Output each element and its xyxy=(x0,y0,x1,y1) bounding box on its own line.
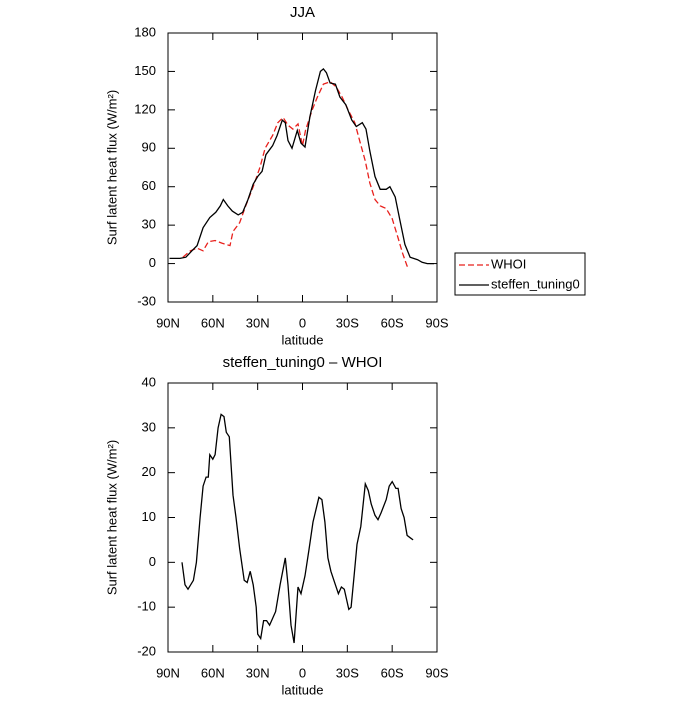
x-tick-label: 30N xyxy=(246,665,270,680)
x-tick-label: 30S xyxy=(336,315,359,330)
legend-box xyxy=(454,252,586,296)
x-axis-label: latitude xyxy=(282,682,324,697)
y-tick-label: 0 xyxy=(149,554,156,569)
x-tick-label: 60S xyxy=(381,665,404,680)
y-tick-label: 120 xyxy=(134,101,156,116)
y-tick-label: -20 xyxy=(137,643,156,658)
y-tick-label: 180 xyxy=(134,24,156,39)
y-tick-label: 40 xyxy=(142,374,156,389)
chart-title: JJA xyxy=(290,4,315,21)
y-tick-label: 150 xyxy=(134,63,156,78)
y-tick-label: 10 xyxy=(142,509,156,524)
y-tick-label: -10 xyxy=(137,599,156,614)
y-axis-label: Surf latent heat flux (W/m²) xyxy=(104,90,119,245)
x-tick-label: 0 xyxy=(299,315,306,330)
y-tick-label: 90 xyxy=(142,140,156,155)
plot-frame xyxy=(167,382,438,653)
x-tick-label: 90S xyxy=(425,665,448,680)
y-tick-label: 30 xyxy=(142,217,156,232)
chart-title: steffen_tuning0 – WHOI xyxy=(223,354,383,371)
x-axis-label: latitude xyxy=(282,332,324,347)
x-tick-label: 60N xyxy=(201,665,225,680)
x-tick-label: 60N xyxy=(201,315,225,330)
series-line xyxy=(182,80,411,267)
series-line xyxy=(169,67,434,265)
x-tick-label: 60S xyxy=(381,315,404,330)
y-tick-label: 20 xyxy=(142,464,156,479)
x-tick-label: 90S xyxy=(425,315,448,330)
series-line xyxy=(181,413,414,644)
y-tick-label: 30 xyxy=(142,419,156,434)
x-tick-label: 30N xyxy=(246,315,270,330)
y-tick-label: -30 xyxy=(137,293,156,308)
legend-label: WHOI xyxy=(491,256,526,271)
y-tick-label: 60 xyxy=(142,178,156,193)
legend-label: steffen_tuning0 xyxy=(491,276,580,291)
x-tick-label: 90N xyxy=(156,665,180,680)
y-tick-label: 0 xyxy=(149,255,156,270)
x-tick-label: 0 xyxy=(299,665,306,680)
y-axis-label: Surf latent heat flux (W/m²) xyxy=(104,440,119,595)
plot-frame xyxy=(167,32,438,303)
x-tick-label: 90N xyxy=(156,315,180,330)
x-tick-label: 30S xyxy=(336,665,359,680)
